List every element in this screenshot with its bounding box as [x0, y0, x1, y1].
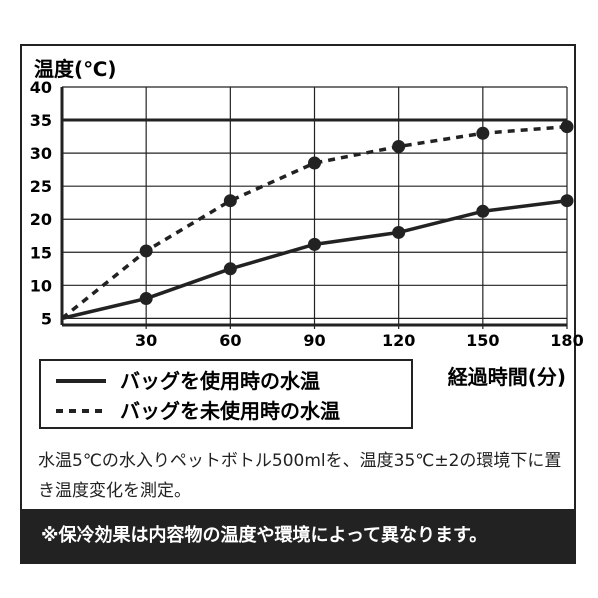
- point-without-bag: [308, 156, 321, 170]
- legend: バッグを使用時の水温 バッグを未使用時の水温: [39, 359, 413, 429]
- legend-label-without-bag: バッグを未使用時の水温: [120, 399, 340, 423]
- x-axis-label: 経過時間(分): [448, 365, 566, 389]
- y-tick-label: 5: [41, 309, 52, 328]
- y-tick-label: 15: [30, 243, 52, 262]
- legend-box: [39, 359, 413, 429]
- x-ticks: 30 60 90 120 150 180: [135, 331, 584, 350]
- point-with-bag: [223, 262, 237, 276]
- y-tick-label: 20: [30, 210, 52, 229]
- measurement-note: 水温5℃の水入りペットボトル500mlを、温度35℃±2の環境下に置き温度変化を…: [38, 451, 562, 501]
- x-tick-label: 120: [382, 331, 415, 350]
- y-tick-label: 10: [30, 276, 52, 295]
- point-with-bag: [139, 292, 153, 306]
- x-tick-label: 180: [550, 331, 583, 350]
- point-with-bag: [308, 237, 321, 251]
- point-without-bag: [223, 194, 237, 208]
- point-without-bag: [476, 126, 490, 140]
- temperature-chart: 温度(℃) 5 10 15 20 25 30 35 40 30 60 90 120 150 180 経過…: [30, 57, 584, 429]
- legend-label-with-bag: バッグを使用時の水温: [120, 369, 320, 393]
- point-with-bag: [476, 204, 490, 218]
- point-with-bag: [392, 225, 406, 239]
- point-without-bag: [560, 120, 574, 134]
- y-tick-label: 35: [30, 111, 52, 130]
- y-tick-label: 40: [30, 78, 52, 97]
- point-without-bag: [392, 140, 406, 153]
- y-axis-label: 温度(℃): [34, 57, 117, 81]
- y-ticks: 5 10 15 20 25 30 35 40: [30, 78, 52, 328]
- y-tick-label: 25: [30, 177, 52, 196]
- x-tick-label: 90: [303, 331, 325, 350]
- disclaimer-banner: ※保冷効果は内容物の温度や環境によって異なります。: [21, 509, 575, 563]
- x-tick-label: 60: [219, 331, 241, 350]
- chart-frame: [20, 44, 576, 564]
- x-tick-label: 150: [466, 331, 499, 350]
- point-without-bag: [139, 244, 153, 258]
- point-with-bag: [560, 194, 574, 208]
- series: [60, 120, 574, 321]
- grid: [60, 86, 568, 329]
- y-tick-label: 30: [30, 144, 52, 163]
- x-tick-label: 30: [135, 331, 157, 350]
